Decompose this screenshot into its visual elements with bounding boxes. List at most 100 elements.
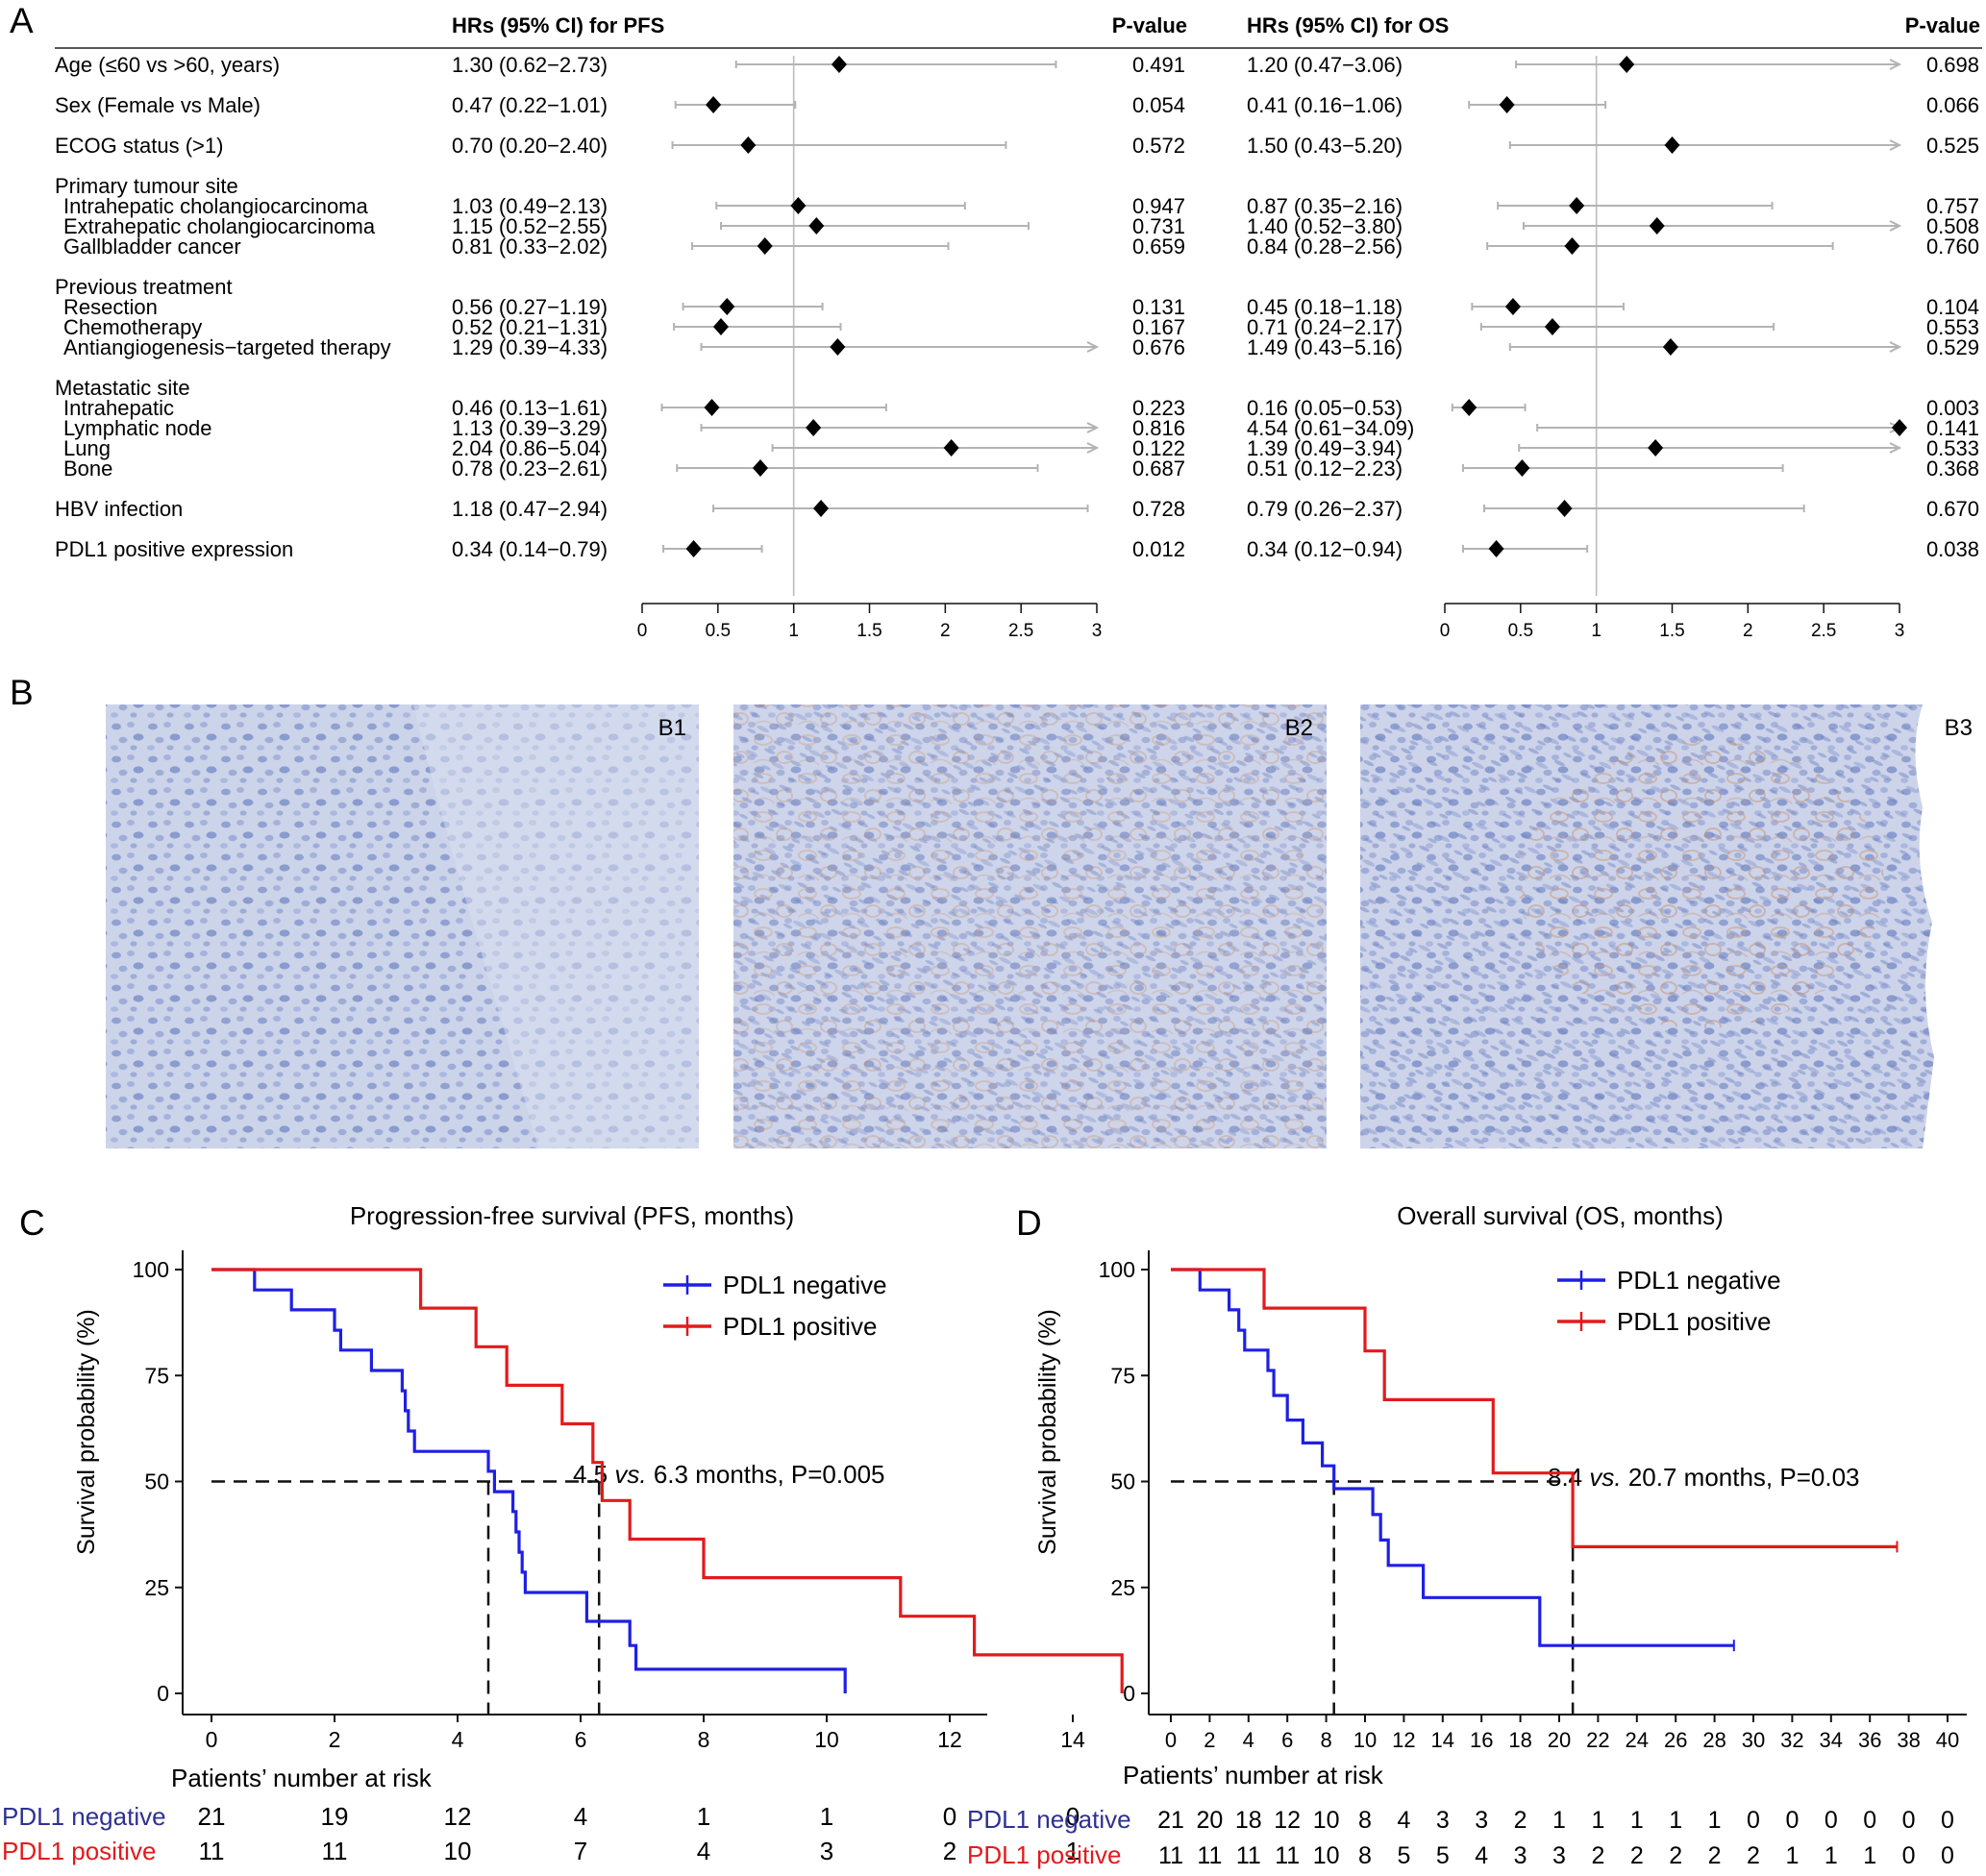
os-ci-text: 0.51 (0.12−2.23) [1247,457,1403,481]
forest-row-label: Previous treatment [55,275,233,299]
os-hr-marker [1556,500,1573,517]
micrograph-label-b2: B2 [1285,715,1313,741]
y-tick-label: 0 [1123,1681,1135,1706]
risk-positive-value: 11 [1275,1842,1300,1869]
pfs-hr-header: HRs (95% CI) for PFS [452,13,664,37]
forest-row-label: PDL1 positive expression [55,537,293,561]
os-x-tick-label: 0.5 [1508,621,1533,641]
risk-positive-value: 11 [1197,1842,1222,1869]
x-tick-label: 10 [814,1727,839,1752]
pfs-ci-text: 1.15 (0.52−2.55) [452,214,608,238]
pfs-hr-marker [813,500,830,517]
x-tick-label: 8 [1320,1728,1331,1752]
y-tick-label: 75 [1110,1363,1135,1388]
os-x-tick-label: 1 [1591,621,1601,641]
os-pvalue: 0.368 [1926,457,1979,481]
x-tick-label: 6 [1281,1728,1293,1752]
pfs-ci-text: 2.04 (0.86−5.04) [452,436,608,460]
risk-positive-value: 11 [1158,1842,1183,1869]
km-c-annotation: 4.5 vs. 6.3 months, P=0.005 [573,1460,885,1489]
os-hr-marker [1569,197,1585,214]
km-d-title: Overall survival (OS, months) [1397,1201,1724,1230]
pfs-pvalue: 0.012 [1132,537,1185,561]
risk-negative-value: 0 [1747,1807,1760,1834]
y-tick-label: 75 [144,1363,169,1388]
panel-label-c: C [19,1203,45,1243]
os-ci-text: 0.71 (0.24−2.17) [1247,315,1403,339]
os-pvalue: 0.104 [1926,295,1979,319]
forest-row-label: Extrahepatic cholangiocarcinoma [63,214,376,238]
micrograph-b2: B2 [733,704,1327,1148]
pfs-ci-text: 0.46 (0.13−1.61) [452,396,608,420]
risk-positive-value: 2 [943,1837,956,1865]
risk-positive-value: 3 [1514,1842,1527,1869]
pfs-hr-marker [719,298,735,315]
pfs-pvalue: 0.687 [1132,457,1185,481]
pfs-ci-arrow [1086,442,1100,454]
x-tick-label: 8 [698,1727,710,1752]
os-pvalue: 0.533 [1926,436,1979,460]
os-x-tick-label: 3 [1895,621,1905,641]
os-pvalue: 0.066 [1926,93,1979,117]
pfs-hr-marker [712,318,729,335]
risk-negative-value: 2 [1514,1807,1527,1834]
os-pvalue: 0.003 [1926,396,1979,420]
risk-negative-value: 0 [1941,1807,1954,1834]
micrograph-b3: B3 [1360,704,1973,1148]
os-hr-marker [1649,217,1665,234]
pfs-hr-marker [830,338,846,356]
os-pvalue: 0.553 [1926,315,1979,339]
forest-row-label: Chemotherapy [63,315,202,339]
pfs-ci-text: 1.29 (0.39−4.33) [452,335,608,359]
risk-positive-value: 1 [1825,1842,1838,1869]
pfs-hr-marker [831,56,847,73]
os-ci-arrow [1889,442,1902,454]
risk-positive-value: 5 [1436,1842,1450,1869]
y-tick-label: 25 [1110,1575,1135,1600]
pfs-ci-arrow [1086,341,1100,353]
pfs-ci-text: 0.56 (0.27−1.19) [452,295,608,319]
pfs-pvalue: 0.816 [1132,416,1185,440]
risk-positive-value: 0 [1902,1842,1916,1869]
forest-row-label: Metastatic site [55,376,190,400]
os-ci-arrow [1889,341,1902,353]
pfs-hr-marker [943,439,959,457]
km-c-title: Progression-free survival (PFS, months) [350,1201,794,1230]
risk-positive-value: 11 [199,1837,225,1865]
micrograph-b1: B1 [106,704,699,1148]
risk-negative-value: 1 [1591,1807,1604,1834]
risk-negative-value: 3 [1475,1807,1488,1834]
km-d-legend-positive: PDL1 positive [1617,1307,1771,1336]
os-hr-marker [1488,540,1504,557]
pfs-x-tick-label: 0.5 [706,621,731,641]
pfs-x-tick-label: 2.5 [1008,621,1033,641]
os-pvalue: 0.525 [1926,134,1979,158]
os-ci-text: 0.34 (0.12−0.94) [1247,537,1403,561]
os-hr-marker [1514,459,1530,477]
risk-positive-value: 0 [1941,1842,1954,1869]
os-hr-marker [1664,136,1680,154]
os-pvalue: 0.508 [1926,214,1979,238]
risk-positive-value: 4 [1475,1842,1488,1869]
os-ci-text: 1.20 (0.47−3.06) [1247,53,1403,77]
pfs-hr-marker [808,217,825,234]
pfs-pvalue: 0.676 [1132,335,1185,359]
y-tick-label: 50 [1110,1469,1135,1494]
y-tick-label: 100 [133,1257,169,1282]
os-hr-header: HRs (95% CI) for OS [1247,13,1449,37]
x-tick-label: 2 [1204,1728,1215,1752]
risk-positive-value: 10 [1313,1842,1340,1869]
os-ci-text: 0.79 (0.26−2.37) [1247,497,1403,521]
pfs-x-tick-label: 1 [788,621,799,641]
risk-negative-value: 0 [943,1802,956,1831]
pfs-ci-text: 0.47 (0.22−1.01) [452,93,608,117]
risk-negative-value: 1 [1552,1807,1566,1834]
pfs-ci-text: 1.03 (0.49−2.13) [452,194,608,218]
risk-negative-value: 12 [444,1802,472,1831]
km-d-risk-title: Patients’ number at risk [1123,1761,1384,1790]
os-hr-marker [1648,439,1664,457]
risk-negative-value: 21 [198,1802,226,1831]
survival-curve-negative [1171,1268,1734,1647]
micrograph-label-b3: B3 [1945,715,1973,741]
